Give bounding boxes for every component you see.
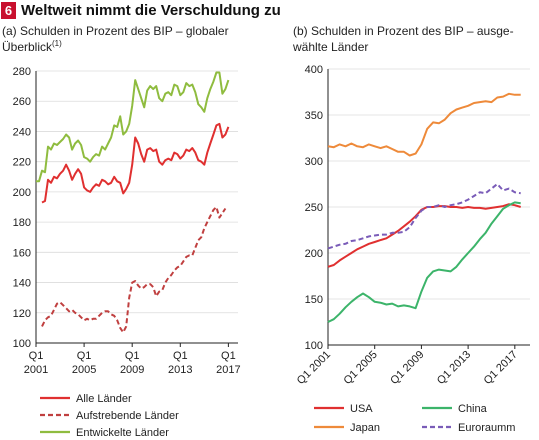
chart-a-subtitle-line2: Überblick — [2, 40, 53, 54]
chart-b-series-japan — [327, 92, 521, 157]
figure-number-badge — [1, 2, 16, 19]
chart-a-subtitle-footnote: (1) — [52, 39, 62, 48]
chart-a-xtick-label: Q1 — [125, 350, 140, 362]
chart-a-ytick-label: 160 — [13, 247, 31, 259]
chart-b-ytick-label: 250 — [305, 202, 323, 214]
chart-b-series-euroraumm — [327, 183, 521, 250]
chart-b-ytick-label: 300 — [305, 156, 323, 168]
chart-b-legend: USA China Japan Euroraumm — [314, 403, 515, 434]
chart-b-xtick-label: Q1 2005 — [341, 349, 379, 387]
chart-a-xtick-label: 2017 — [216, 364, 240, 376]
figure-title: Weltweit nimmt die Verschuldung zu — [21, 2, 281, 19]
chart-b-ytick-label: 100 — [305, 340, 323, 352]
chart-b-legend-label-china: China — [458, 403, 488, 415]
chart-b-ytick-label: 350 — [305, 110, 323, 122]
figure-number: 6 — [5, 3, 12, 18]
chart-b-legend-label-euroraumm: Euroraumm — [458, 422, 515, 434]
chart-a-ytick-label: 120 — [13, 308, 31, 320]
chart-a-legend-label-entwickelte-l-nder: Entwickelte Länder — [76, 427, 169, 439]
chart-b-subtitle-line1: (b) Schulden in Prozent des BIP – ausge- — [293, 24, 514, 38]
chart-a-ytick-label: 220 — [13, 157, 31, 169]
chart-a-series-aufstrebende-l-nder — [41, 206, 227, 334]
chart-b-ytick-label: 200 — [305, 248, 323, 260]
chart-a-xtick-label: 2005 — [72, 364, 96, 376]
chart-a-ytick-label: 280 — [13, 66, 31, 78]
chart-a-ytick-label: 180 — [13, 217, 31, 229]
chart-b-series-usa — [327, 203, 521, 268]
chart-a-series-entwickelte-l-nder — [36, 71, 230, 183]
chart-b-legend-label-usa: USA — [350, 403, 373, 415]
chart-b-legend-label-japan: Japan — [350, 422, 380, 434]
chart-b-subtitle-line2: wählte Länder — [292, 40, 368, 54]
chart-a-subtitle-line1: (a) Schulden in Prozent des BIP – global… — [2, 24, 229, 38]
chart-a-legend: Alle Länder Aufstrebende Länder Entwickelt… — [40, 393, 179, 439]
chart-a-subtitle-line2-group: Überblick(1) — [2, 39, 62, 54]
chart-b-xtick-label: Q1 2013 — [435, 349, 473, 387]
chart-a-legend-label-aufstrebende-l-nder: Aufstrebende Länder — [76, 410, 179, 422]
chart-b-series-china — [327, 201, 521, 323]
chart-a-xtick-label: Q1 — [29, 350, 44, 362]
chart-a-ytick-label: 260 — [13, 96, 31, 108]
chart-a-xtick-label: 2009 — [120, 364, 144, 376]
chart-a-xtick-label: Q1 — [77, 350, 92, 362]
chart-a-ytick-label: 140 — [13, 278, 31, 290]
chart-a-xtick-label: Q1 — [173, 350, 188, 362]
chart-a-series-alle-l-nder — [41, 122, 230, 204]
figure-header: 6 Weltweit nimmt die Verschuldung zu — [1, 2, 281, 19]
chart-b-xtick-label: Q1 2001 — [295, 349, 333, 387]
chart-a-ytick-label: 240 — [13, 126, 31, 138]
chart-a-xtick-label: 2001 — [24, 364, 48, 376]
chart-b-xtick-label: Q1 2009 — [388, 349, 426, 387]
chart-a-legend-label-alle-l-nder: Alle Länder — [76, 393, 132, 405]
chart-a-xtick-label: Q1 — [221, 350, 236, 362]
chart-a-ytick-label: 100 — [13, 338, 31, 350]
chart-a: 100 120 140 160 180 200 220 240 260 280 Q1 2001 Q1 20… — [13, 66, 241, 376]
chart-b-xtick-label: Q1 2017 — [482, 349, 520, 387]
chart-a-ytick-label: 200 — [13, 187, 31, 199]
chart-b-ytick-label: 400 — [305, 64, 323, 76]
chart-a-xtick-label: 2013 — [168, 364, 192, 376]
chart-b-ytick-label: 150 — [305, 294, 323, 306]
